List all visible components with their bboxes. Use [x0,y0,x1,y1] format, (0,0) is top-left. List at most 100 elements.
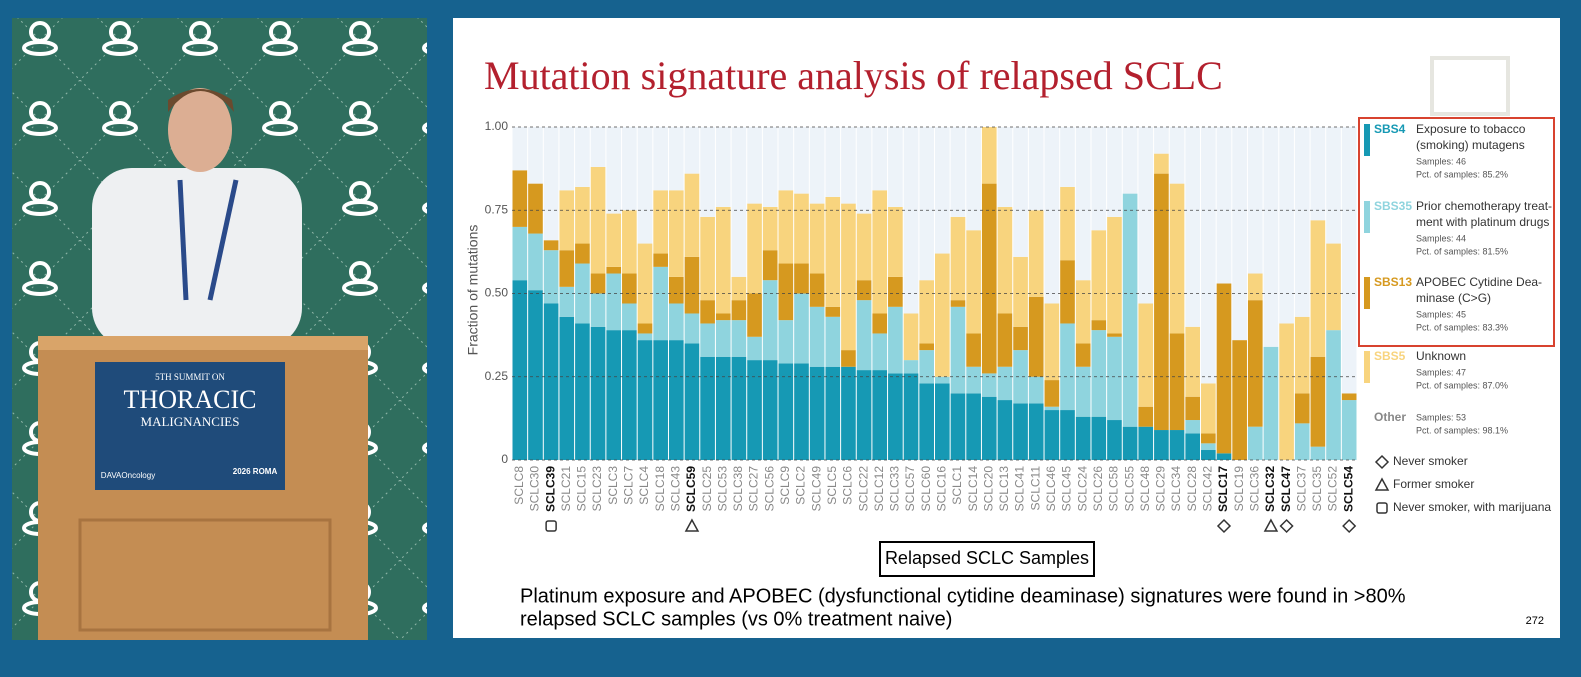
bar-segment [653,340,668,460]
sample-marker [1216,518,1232,534]
bar-segment [841,366,856,460]
bar-segment [903,127,919,314]
bar-segment [622,303,637,331]
watermark [1430,56,1510,116]
bar-segment [1294,423,1310,460]
bar-segment [1107,127,1122,217]
bar-segment [888,206,903,277]
bar-segment [762,206,778,251]
bar-segment [668,190,684,277]
bar-segment [1075,366,1091,417]
legend-name: SBS13 [1374,275,1412,289]
bar-segment [919,280,934,344]
bar-segment [637,340,653,460]
bar-segment [1341,127,1357,394]
sign-text: THORACIC [124,385,257,414]
bar-segment [1028,127,1044,211]
bar-segment [1091,320,1107,331]
podium-panel [78,518,332,632]
bar-segment [1201,433,1216,444]
bar-segment [528,233,543,291]
bar-segment [809,127,825,204]
bar-segment [1247,273,1263,301]
bar-segment [590,166,606,274]
bar-segment [1185,433,1201,460]
x-tick-label: SCLC33 [888,466,902,512]
bar-segment [606,273,622,331]
bar-segment [809,306,825,367]
bar-segment [935,383,950,460]
x-tick-label: SCLC24 [1075,466,1089,512]
x-tick-label: SCLC13 [997,466,1011,512]
bar-segment [637,333,653,341]
legend-description: Unknown [1416,349,1466,363]
bar-segment [1122,426,1138,460]
bar-segment [825,196,841,307]
bar-segment [1044,127,1060,304]
bar-segment [731,127,747,277]
bar-segment [1326,330,1341,460]
legend-description: ment with platinum drugs [1416,215,1549,229]
sample-marker [684,518,700,532]
bar-segment [1341,400,1357,460]
bar-segment [637,127,653,244]
bar-segment [700,323,715,357]
bar-segment [997,400,1013,460]
x-tick-label: SCLC26 [1091,466,1105,512]
bar-segment [1091,127,1107,231]
speaker-hair [168,89,234,112]
legend-marker [1374,454,1390,470]
sample-marker [545,520,557,532]
bar-segment [1169,183,1185,334]
x-tick-label: SCLC19 [1232,466,1246,512]
bar-segment [512,127,528,171]
bar-segment [747,336,762,361]
bar-segment [794,193,809,264]
bar-segment [528,183,543,234]
bar-segment [1107,420,1122,460]
bar-segment [512,280,528,460]
legend-description: APOBEC Cytidine Dea- [1416,275,1542,289]
x-tick-label: SCLC12 [872,466,886,512]
bar-segment [856,213,872,281]
bar-segment [1075,416,1091,460]
bar-segment [700,216,715,301]
y-tick-label: 1.00 [485,119,509,133]
bar-segment [731,356,747,460]
bar-segment [747,360,762,460]
y-tick-label: 0.50 [485,286,509,300]
x-tick-label: SCLC18 [653,466,667,512]
bar-segment [543,240,559,251]
bar-segment [762,360,778,460]
bar-segment [1154,173,1169,431]
bar-segment [794,127,809,194]
bar-segment [841,350,856,367]
x-tick-label: SCLC20 [981,466,995,512]
bar-segment [668,340,684,460]
x-tick-label: SCLC48 [1138,466,1152,512]
bar-segment [997,313,1013,367]
bar-segment [997,366,1013,401]
bar-segment [856,280,872,301]
bar-segment [825,366,841,460]
bar-segment [575,186,590,244]
bar-segment [559,316,575,460]
bar-segment [1060,323,1075,411]
bar-segment [1326,127,1341,244]
sign-logo: DAVAOncology [101,471,155,480]
bar-segment [668,276,684,304]
x-tick-label: SCLC30 [528,466,542,512]
bar-segment [1028,210,1044,297]
legend-swatch [1364,124,1370,156]
bar-segment [966,333,981,367]
bar-segment [841,203,856,351]
bar-segment [903,373,919,460]
sample-marker [1263,518,1279,532]
bar-segment [1201,127,1216,384]
x-tick-label: SCLC45 [1060,466,1074,512]
bar-segment [1060,186,1075,261]
bar-segment [1013,326,1028,351]
bar-segment [950,306,966,394]
y-axis-label: Fraction of mutations [465,225,481,356]
bar-segment [1201,450,1216,460]
